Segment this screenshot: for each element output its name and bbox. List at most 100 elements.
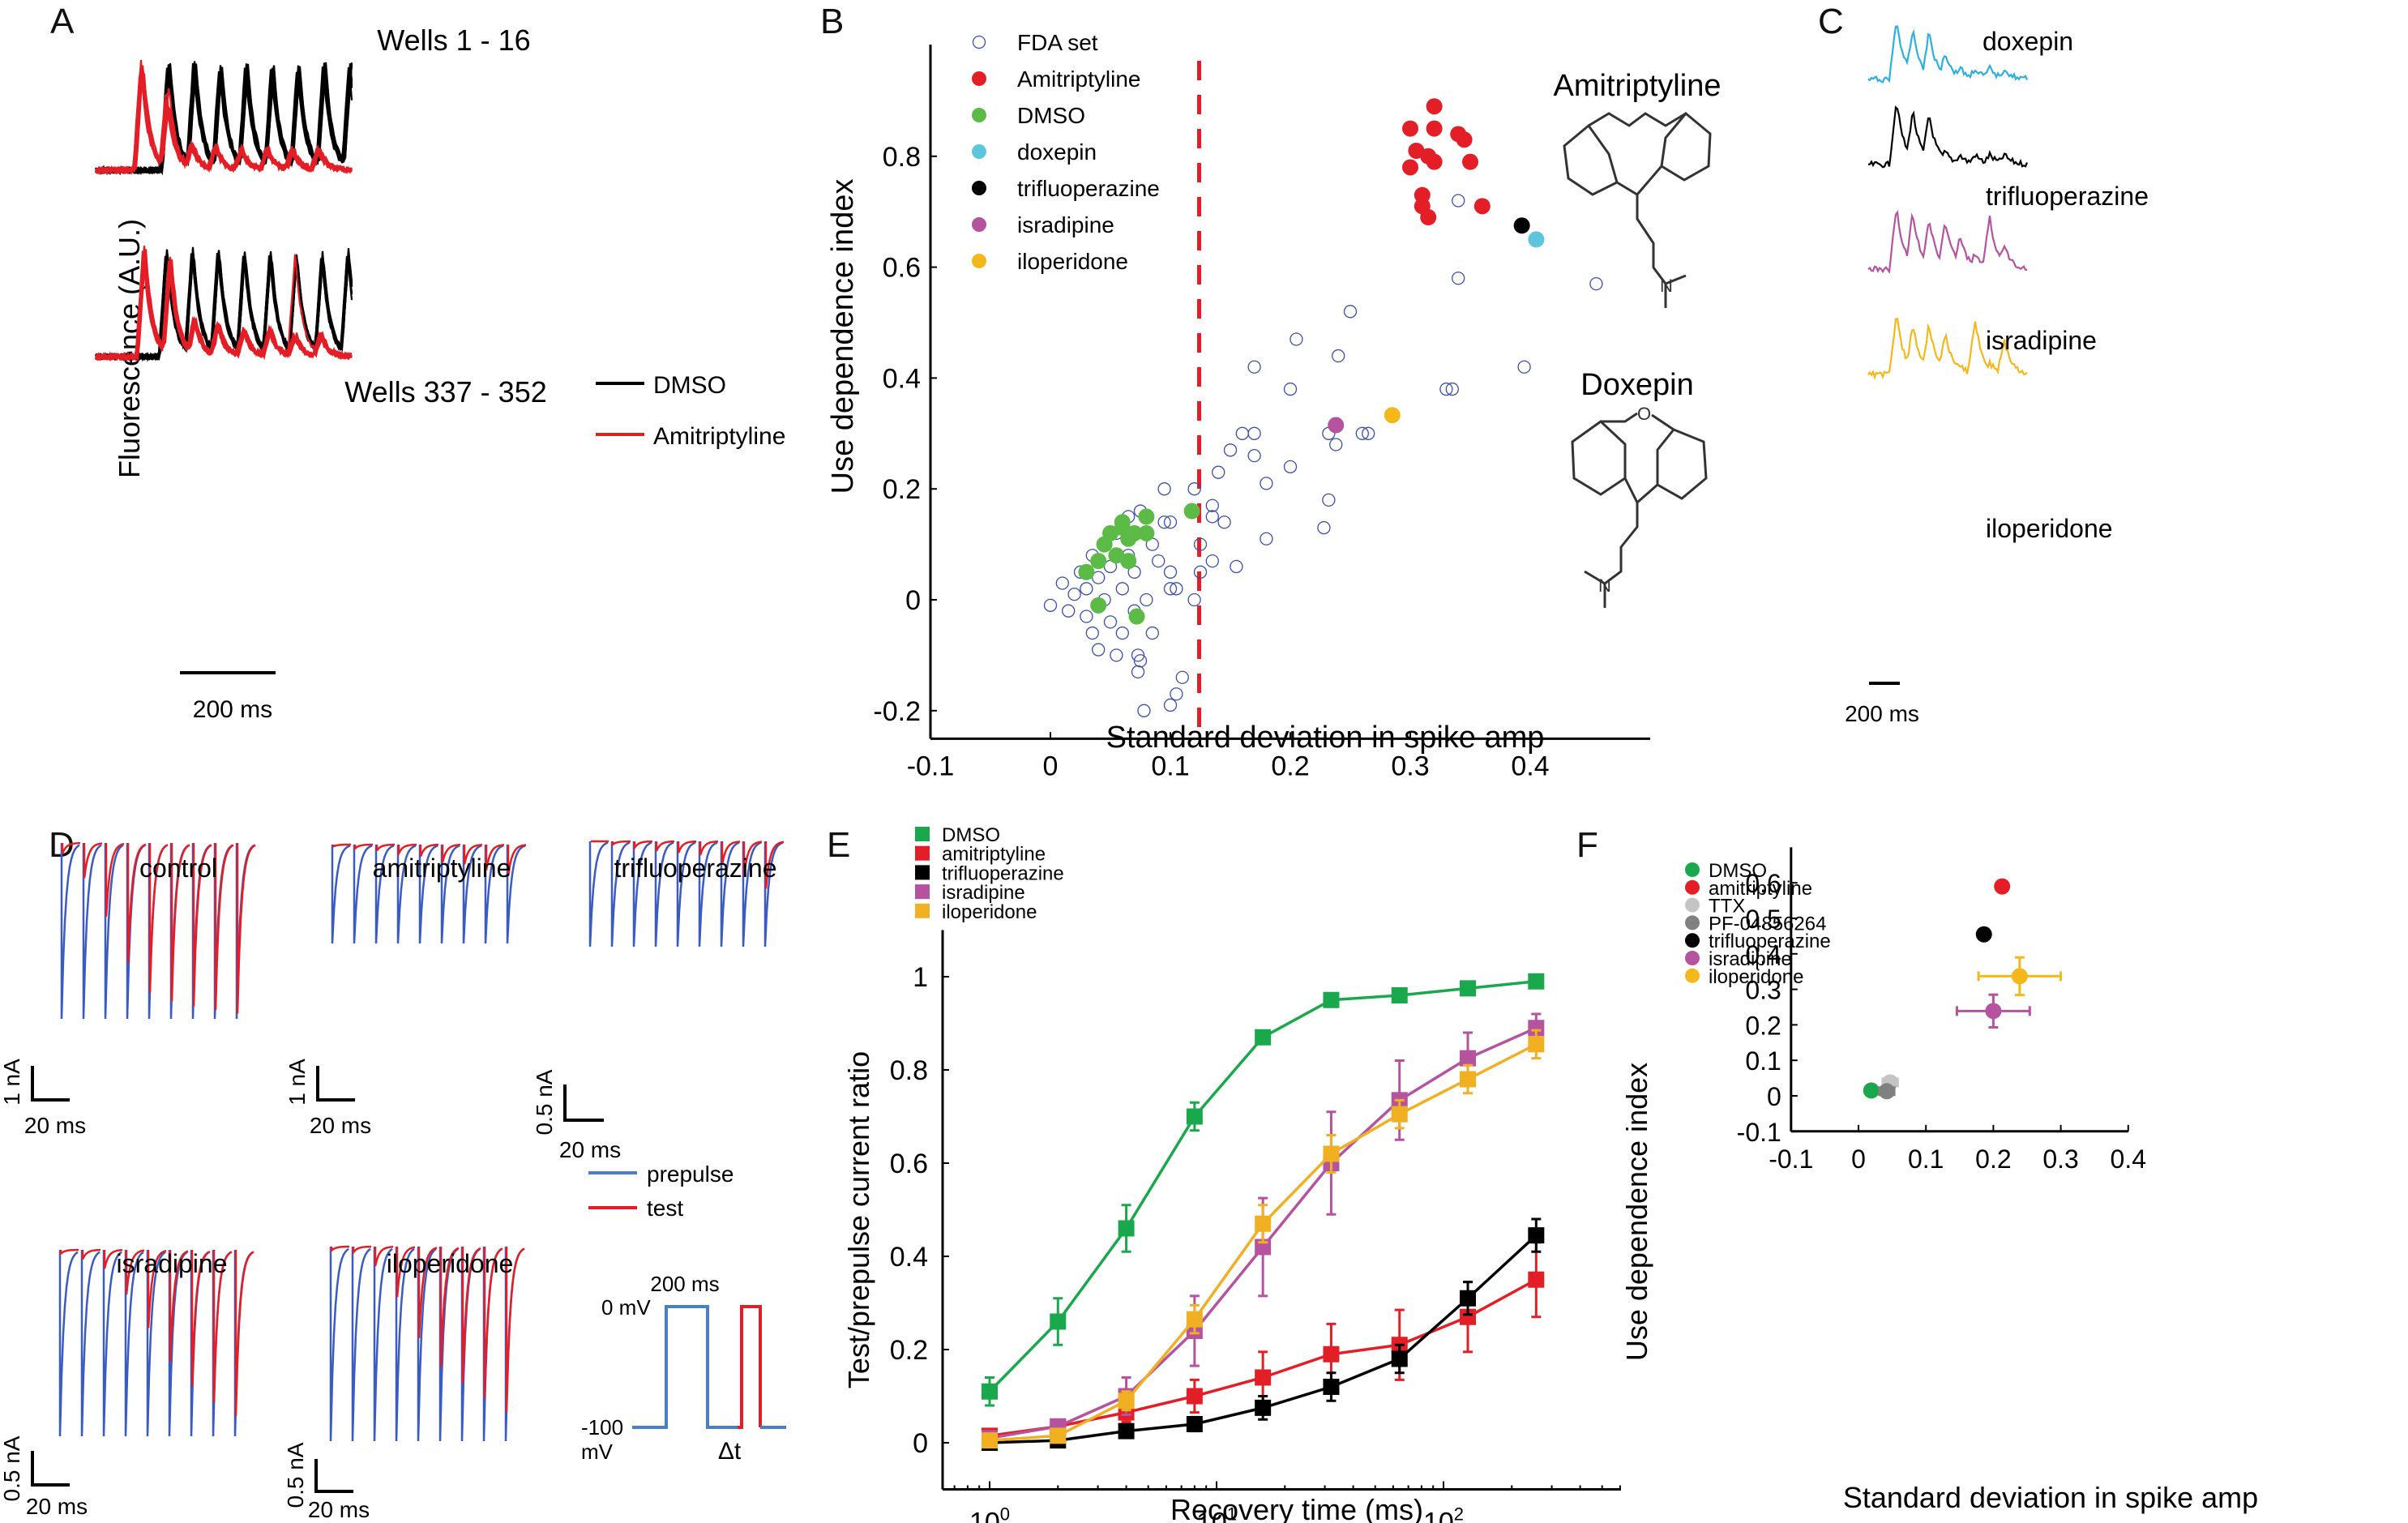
scalebar-control-x: 20 ms	[24, 1113, 86, 1138]
data-point-dmso	[1391, 987, 1408, 1003]
data-point-iloperidone	[1528, 1036, 1545, 1053]
data-point-fda-set	[1175, 670, 1189, 684]
trace-label-doxepin: doxepin	[1982, 27, 2073, 56]
panel-e-chart: 0 0.2 0.4 0.6 0.8 1 100 101 102 DMSOamitriptylin…	[842, 824, 1621, 1523]
legend-label-trifluoperazine: trifluoperazine	[1017, 176, 1160, 201]
trace-label-isradipine: isradipine	[1986, 326, 2097, 355]
data-point-trifluoperazine	[1460, 1290, 1477, 1307]
panel-e-ytick-label: 0.8	[890, 1055, 928, 1086]
prepulse-trace	[417, 1247, 437, 1442]
test-trace	[396, 1246, 416, 1298]
data-point-dmso	[1128, 608, 1145, 625]
panel-f-xtick-label: 0.4	[2111, 1144, 2146, 1174]
test-trace	[169, 1250, 189, 1363]
legend-marker-isradipine	[972, 217, 986, 232]
data-point-fda-set	[1362, 426, 1375, 440]
data-point-dmso	[1090, 553, 1107, 570]
prepulse-trace	[80, 1250, 101, 1437]
test-trace	[331, 843, 351, 848]
data-point-fda-set	[1193, 537, 1208, 551]
test-trace	[353, 843, 373, 851]
doxepin-structure-icon: O N	[1571, 404, 1708, 608]
svg-text:O: O	[1637, 404, 1651, 424]
test-trace	[192, 843, 212, 1007]
data-point-trifluoperazine	[1186, 1416, 1203, 1432]
data-point-fda-set	[1131, 665, 1145, 679]
data-point-trifluoperazine	[1118, 1422, 1135, 1440]
scalebar-trifluoperazine	[563, 1084, 604, 1122]
series-doxepin	[1528, 231, 1545, 248]
series-pf-04856264	[1878, 1083, 1896, 1100]
data-point-fda-set	[1043, 598, 1058, 612]
panel-a-traces-top	[94, 59, 353, 176]
panel-b-xtick-label: 0	[1043, 751, 1059, 781]
test-trace	[439, 1247, 460, 1367]
legend-label-trifluoperazine: trifluoperazine	[1709, 930, 1831, 952]
data-point-fda-set	[1317, 520, 1331, 535]
trace-amitriptyline-top	[95, 71, 353, 175]
scalebar-isradipine-y: 0.5 nA	[0, 1435, 24, 1501]
trace-trifluoperazine	[1867, 105, 2029, 169]
panel-a-traces: Wells 1 - 16 Wells 337 - 352 Fluorescenc…	[94, 24, 785, 723]
prepulse-trace	[720, 841, 740, 948]
panel-b-ytick-label: 0.6	[883, 253, 921, 284]
data-point-fda-set	[1283, 382, 1298, 396]
panel-f-xlabel: Standard deviation in spike amp	[1843, 1481, 2258, 1514]
structure-label-doxepin: Doxepin	[1580, 368, 1693, 402]
data-point-trifluoperazine	[1255, 1399, 1272, 1416]
data-point-amitriptyline	[1460, 1308, 1477, 1325]
trace-title-trifluoperazine: trifluoperazine	[614, 853, 777, 883]
data-point-dmso	[1114, 514, 1131, 531]
data-point-amitriptyline	[1186, 1388, 1203, 1405]
data-point-fda-set	[1329, 438, 1343, 451]
test-trace	[81, 1248, 101, 1260]
data-point-fda-set	[1343, 305, 1358, 319]
panel-letter-f: F	[1576, 825, 1598, 865]
test-trace	[483, 1247, 503, 1399]
panel-b-chart: -0.1 0 0.1 0.2 0.3 0.4 -0.2 0 0.2 0.4 0.6 0.8 FDA s…	[826, 30, 1721, 781]
data-point-iloperidone	[1391, 1106, 1408, 1123]
data-point-fda-set	[1235, 426, 1249, 440]
data-point-fda-set	[1080, 610, 1093, 623]
data-point-iloperidone	[2011, 968, 2028, 985]
data-point-fda-set	[1205, 498, 1219, 512]
test-trace	[633, 840, 652, 851]
panel-letter-c: C	[1818, 2, 1844, 41]
data-point-iloperidone	[1186, 1311, 1203, 1328]
data-point-fda-set	[1260, 532, 1273, 545]
data-point-trifluoperazine	[1391, 1350, 1408, 1367]
test-trace	[190, 1250, 211, 1386]
panel-e-ytick-label: 0.4	[890, 1242, 928, 1273]
panel-f-ylabel: Use dependence index	[1620, 1063, 1653, 1361]
data-point-fda-set	[1223, 443, 1238, 457]
data-point-pf-04856264	[1878, 1083, 1895, 1100]
prepulse-trace	[395, 1247, 415, 1442]
legend-label-isradipine: isradipine	[942, 882, 1025, 904]
data-point-amitriptyline	[1402, 159, 1418, 176]
prepulse-trace	[484, 845, 504, 944]
data-point-amitriptyline	[1462, 153, 1478, 170]
test-trace	[441, 844, 461, 863]
test-trace	[764, 841, 785, 889]
panel-b-xtick-label: 0.2	[1271, 751, 1309, 781]
panel-b-xlabel: Standard deviation in spike amp	[1106, 721, 1545, 755]
data-point-iloperidone	[1323, 1145, 1340, 1162]
panel-f-points	[1863, 878, 2063, 1100]
legend-label-fda-set: FDA set	[1017, 30, 1098, 55]
panel-b-xtick-label: 0.3	[1391, 751, 1429, 781]
data-point-amitriptyline	[1528, 1271, 1545, 1288]
data-point-dmso	[1078, 563, 1095, 580]
test-trace	[125, 1249, 145, 1295]
data-point-fda-set	[1322, 493, 1336, 507]
legend-marker-iloperidone	[915, 903, 930, 918]
test-trace	[375, 843, 395, 852]
data-point-amitriptyline	[1255, 1369, 1272, 1386]
legend-marker-amitriptyline	[972, 71, 986, 86]
panel-b-ytick-label: 0.4	[883, 363, 921, 394]
data-point-fda-set	[1092, 571, 1106, 584]
panel-d-trace-group	[58, 840, 785, 1442]
test-trace	[461, 1247, 481, 1384]
panel-letter-a: A	[50, 2, 75, 41]
legend-label-dmso: DMSO	[942, 824, 1000, 846]
data-point-fda-set	[1133, 654, 1148, 668]
